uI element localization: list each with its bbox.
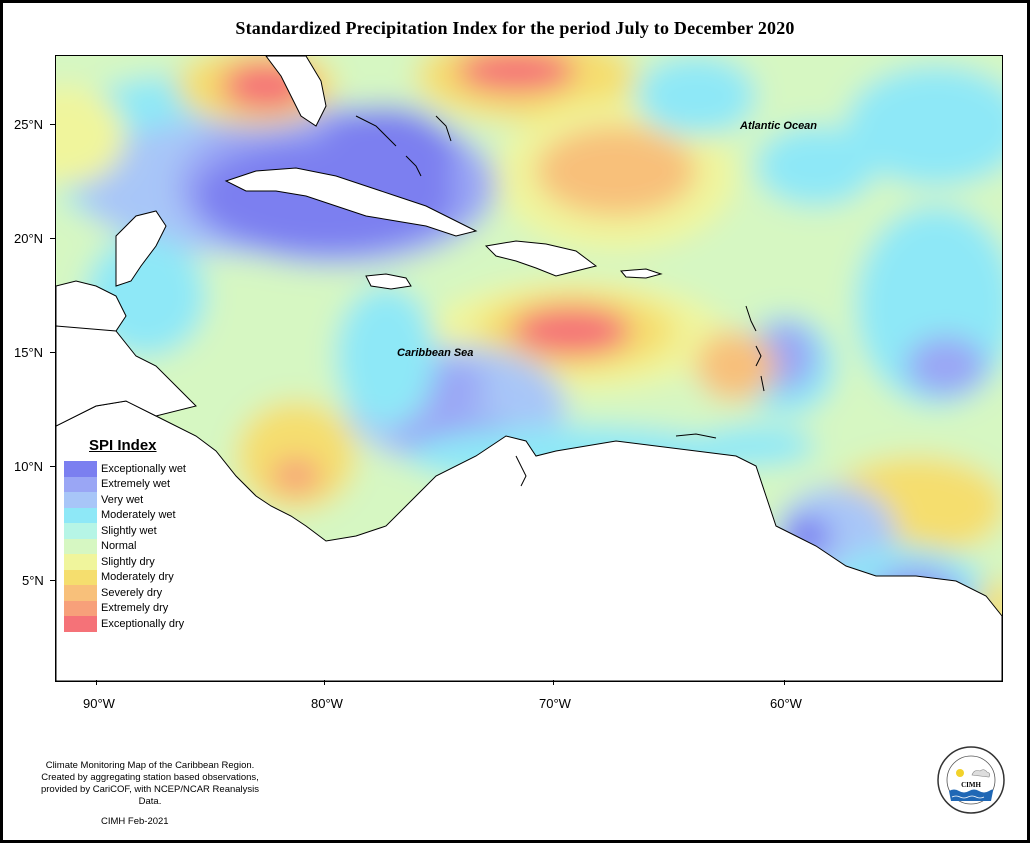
lon-tick-90w: 90°W — [83, 696, 115, 711]
lon-tick-60w: 60°W — [770, 696, 802, 711]
legend-item: Extremely wet — [64, 476, 209, 492]
legend-item: Slightly dry — [64, 554, 209, 570]
legend-item: Severely dry — [64, 585, 209, 601]
lat-tick-20n: 20°N — [14, 231, 44, 246]
spi-map — [56, 56, 1002, 681]
map-panel — [55, 55, 1003, 682]
atlantic-ocean-label: Atlantic Ocean — [740, 120, 818, 132]
lon-tickmark — [784, 680, 785, 685]
credit-line: Climate Monitoring Map of the Caribbean … — [45, 760, 255, 771]
legend-item: Exceptionally dry — [64, 616, 209, 632]
legend-label: Normal — [101, 540, 137, 553]
credit-line: Created by aggregating station based obs… — [41, 772, 259, 783]
legend-label: Slightly dry — [101, 555, 155, 568]
lat-tick-10n: 10°N — [14, 459, 44, 474]
lat-tickmark — [50, 466, 55, 467]
legend-item: Slightly wet — [64, 523, 209, 539]
legend-item: Exceptionally wet — [64, 461, 209, 477]
lon-tick-70w: 70°W — [539, 696, 571, 711]
caribbean-sea-label: Caribbean Sea — [397, 347, 474, 359]
lon-tick-80w: 80°W — [311, 696, 343, 711]
legend-swatch — [64, 569, 97, 585]
legend-label: Very wet — [101, 493, 144, 506]
spi-legend: SPI Index Exceptionally wet Extremely we… — [64, 437, 209, 632]
legend-label: Moderately wet — [101, 509, 176, 522]
lat-tickmark — [50, 124, 55, 125]
legend-label: Exceptionally dry — [101, 617, 185, 630]
legend-swatch — [64, 585, 97, 601]
map-title: Standardized Precipitation Index for the… — [235, 18, 795, 38]
legend-label: Exceptionally wet — [101, 462, 186, 475]
legend-title: SPI Index — [89, 437, 157, 454]
legend-label: Extremely wet — [101, 478, 171, 491]
legend-label: Extremely dry — [101, 602, 169, 615]
legend-item: Normal — [64, 538, 209, 554]
legend-swatch — [64, 616, 97, 632]
legend-label: Moderately dry — [101, 571, 174, 584]
legend-item: Moderately dry — [64, 569, 209, 585]
legend-swatch — [64, 507, 97, 523]
lon-tickmark — [96, 680, 97, 685]
lat-tick-5n: 5°N — [22, 573, 44, 588]
lat-tickmark — [50, 352, 55, 353]
lon-tickmark — [324, 680, 325, 685]
legend-item: Very wet — [64, 492, 209, 508]
lat-tick-15n: 15°N — [14, 345, 44, 360]
legend-swatch — [64, 523, 97, 539]
coastlines — [355, 115, 765, 487]
cimh-logo: CIMH — [937, 746, 1005, 814]
land-masses — [56, 56, 1002, 681]
legend-swatch — [64, 554, 97, 570]
legend-label: Slightly wet — [101, 524, 157, 537]
cloud-icon — [971, 769, 990, 778]
legend-swatch — [64, 461, 97, 477]
sun-icon — [956, 769, 964, 777]
lat-tickmark — [50, 580, 55, 581]
lat-tickmark — [50, 238, 55, 239]
credit-line: provided by CariCOF, with NCEP/NCAR Rean… — [40, 784, 260, 807]
lon-tickmark — [553, 680, 554, 685]
lat-tick-25n: 25°N — [14, 117, 44, 132]
legend-item: Extremely dry — [64, 600, 209, 616]
legend-label: Severely dry — [101, 586, 163, 599]
legend-swatch — [64, 600, 97, 616]
map-credits: Climate Monitoring Map of the Caribbean … — [30, 760, 270, 808]
legend-swatch — [64, 538, 97, 554]
legend-item: Moderately wet — [64, 507, 209, 523]
legend-swatch — [64, 492, 97, 508]
credit-date: CIMH Feb-2021 — [101, 816, 169, 827]
logo-text: CIMH — [961, 781, 981, 789]
legend-swatch — [64, 476, 97, 492]
